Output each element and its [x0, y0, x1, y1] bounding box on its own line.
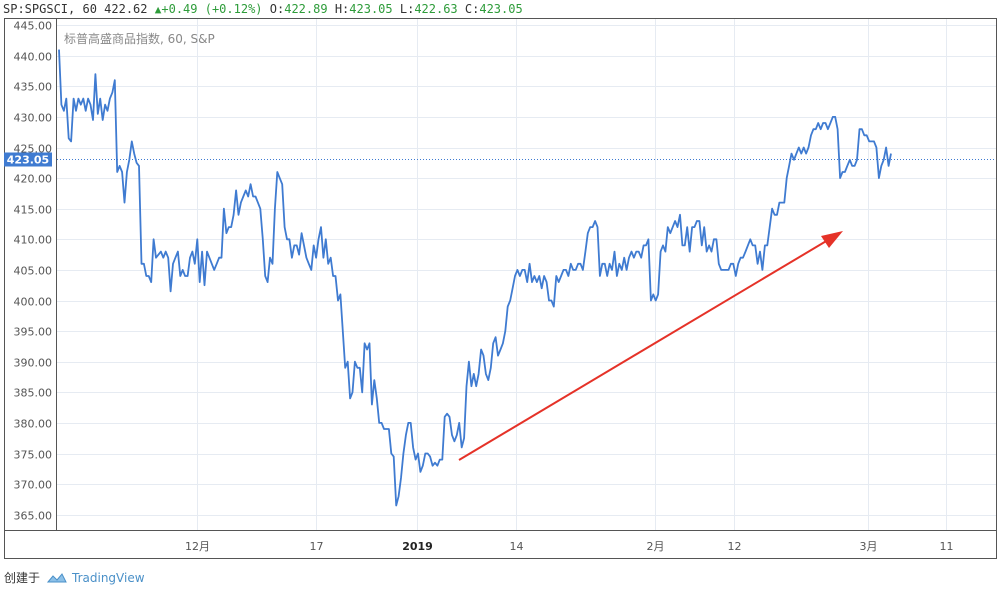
price-change-pct: (+0.12%)	[204, 2, 263, 16]
y-tick-label: 425.00	[14, 143, 53, 156]
x-axis: 12月 17 2019 14 2月 12 3月 11	[185, 540, 954, 553]
x-tick-label: 12月	[185, 540, 210, 553]
y-tick-label: 420.00	[14, 173, 53, 186]
y-tick-label: 390.00	[14, 357, 53, 370]
series-layer	[58, 49, 892, 507]
symbol-label: SP:SPGSCI, 60	[3, 2, 97, 16]
created-with-label: 创建于	[4, 571, 41, 585]
y-tick-label: 405.00	[14, 265, 53, 278]
tradingview-brand-link[interactable]: TradingView	[72, 571, 145, 585]
chart-title: 标普高盛商品指数, 60, S&P	[64, 31, 215, 46]
last-price: 422.62	[104, 2, 148, 16]
y-tick-label: 430.00	[14, 112, 53, 125]
up-triangle-icon: ▲	[154, 3, 162, 16]
y-tick-label: 435.00	[14, 81, 53, 94]
y-axis: 445.00 440.00 435.00 430.00 425.00 420.00 415.…	[14, 20, 53, 523]
y-tick-label: 370.00	[14, 479, 53, 492]
price-series-line	[58, 49, 892, 507]
x-tick-label: 2019	[402, 540, 433, 553]
y-tick-label: 395.00	[14, 326, 53, 339]
x-tick-label: 14	[510, 540, 524, 553]
y-tick-label: 375.00	[14, 449, 53, 462]
low-label: L:	[399, 2, 415, 16]
price-change: +0.49	[161, 2, 198, 16]
high-label: H:	[334, 2, 350, 16]
current-price-line: 423.05	[4, 152, 996, 167]
open-value: 422.89	[284, 2, 328, 16]
y-tick-label: 440.00	[14, 51, 53, 64]
y-tick-label: 365.00	[14, 510, 53, 523]
y-tick-label: 400.00	[14, 296, 53, 309]
high-value: 423.05	[349, 2, 393, 16]
trend-arrow-head	[821, 231, 843, 248]
y-tick-label: 410.00	[14, 234, 53, 247]
y-tick-label: 380.00	[14, 418, 53, 431]
current-price-label: 423.05	[7, 154, 49, 167]
current-price-tag	[4, 152, 52, 167]
close-label: C:	[464, 2, 480, 16]
trend-arrow-shaft	[458, 239, 829, 461]
low-value: 422.63	[414, 2, 458, 16]
x-tick-label: 12	[728, 540, 742, 553]
y-tick-label: 415.00	[14, 204, 53, 217]
x-tick-label: 11	[940, 540, 954, 553]
symbol-header: SP:SPGSCI, 60 422.62 ▲+0.49 (+0.12%) O:4…	[3, 0, 523, 18]
open-label: O:	[269, 2, 285, 16]
y-tick-label: 445.00	[14, 20, 53, 33]
x-tick-label: 3月	[860, 540, 878, 553]
chart-grid	[57, 19, 996, 530]
chart-frame	[4, 18, 997, 559]
x-tick-label: 17	[310, 540, 324, 553]
y-tick-label: 385.00	[14, 387, 53, 400]
close-value: 423.05	[479, 2, 523, 16]
x-tick-label: 2月	[647, 540, 665, 553]
footer: 创建于 TradingView	[4, 568, 145, 588]
trend-arrow	[458, 231, 843, 461]
tradingview-cloud-icon[interactable]	[46, 571, 68, 585]
